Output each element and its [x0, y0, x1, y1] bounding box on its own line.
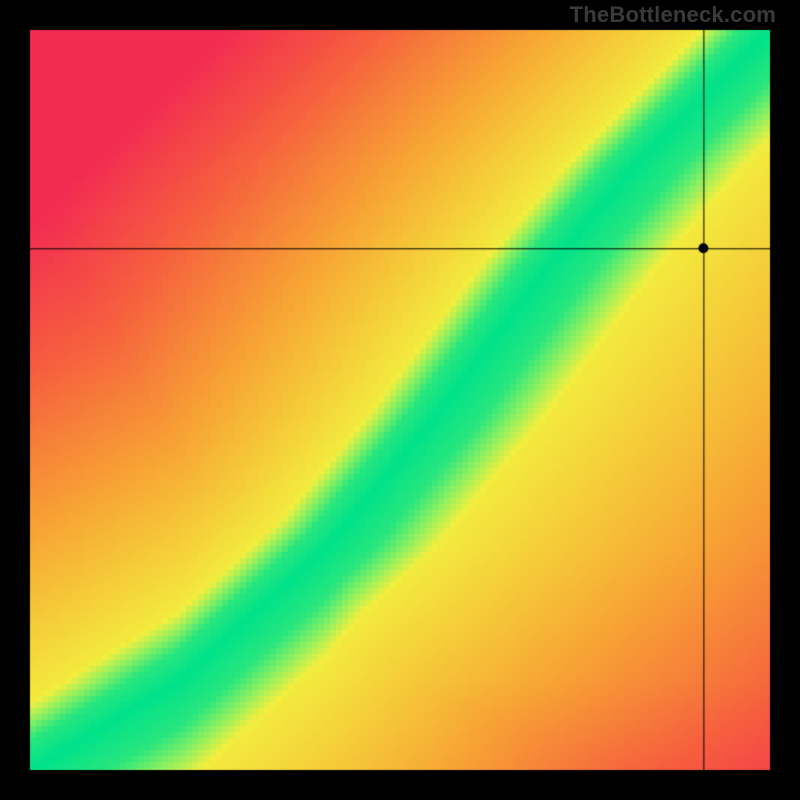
chart-container: TheBottleneck.com [0, 0, 800, 800]
bottleneck-heatmap [0, 0, 800, 800]
watermark-text: TheBottleneck.com [570, 2, 776, 28]
